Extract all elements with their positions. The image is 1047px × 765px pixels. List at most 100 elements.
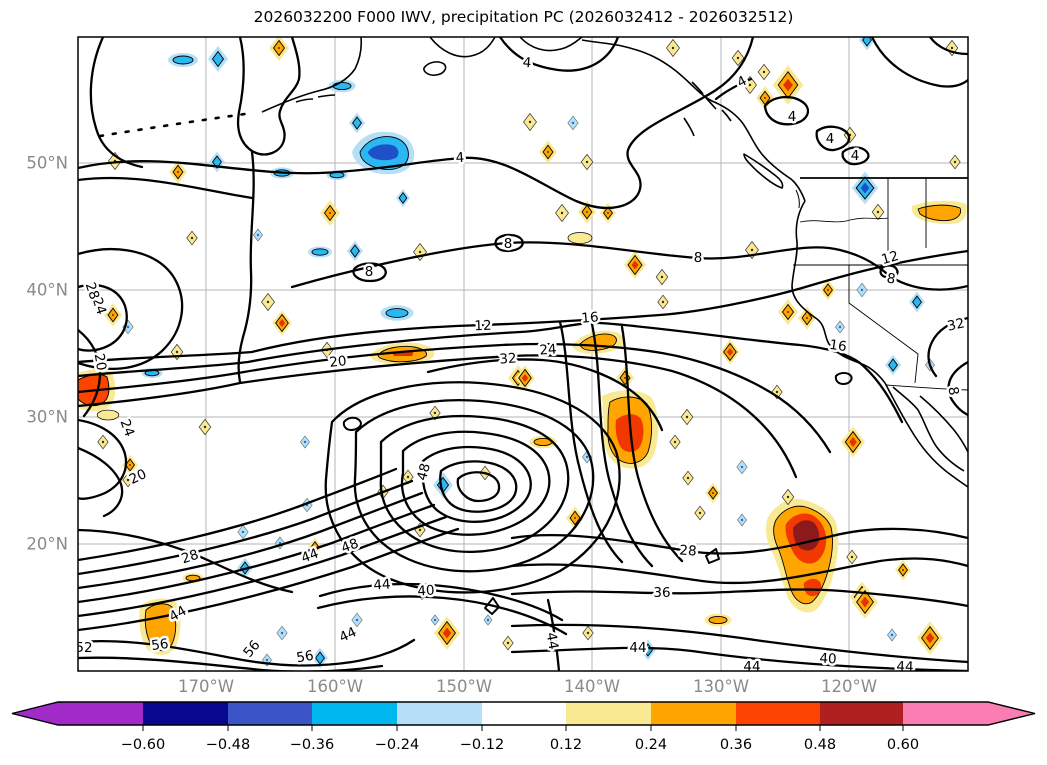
- anomaly-marker-o: [705, 482, 721, 504]
- anomaly-marker-b: [300, 435, 310, 449]
- iwv-contour: [763, 95, 810, 126]
- anomaly-marker-o: [778, 299, 798, 325]
- anomaly-marker-y: [682, 470, 694, 486]
- iwv-contour: [237, 150, 255, 384]
- contour-label: 4: [826, 131, 835, 147]
- anomaly-marker-b: [737, 513, 747, 527]
- colorbar-tick-label: −0.12: [460, 737, 504, 753]
- contour-label: 56: [150, 636, 169, 654]
- contour-label: 8: [885, 270, 896, 287]
- iwv-contour: [78, 283, 128, 352]
- colorbar: −0.60 −0.48 −0.36 −0.24 −0.12 0.12 0.24 0.36 0.4…: [11, 701, 1036, 753]
- anomaly-patch: [352, 131, 415, 175]
- anomaly-marker-c: [347, 240, 363, 262]
- anomaly-marker-y: [669, 434, 681, 450]
- iwv-contour: [78, 527, 460, 632]
- contour-label: 44: [373, 576, 391, 593]
- contour-label: 16: [828, 337, 847, 355]
- y-axis-tick-label: 30°N: [26, 408, 68, 427]
- contour-label: 12: [474, 318, 492, 335]
- anomaly-patch: [572, 330, 624, 354]
- iwv-contour: [510, 557, 968, 585]
- anomaly-marker-c: [208, 46, 228, 72]
- anomaly-marker-y: [186, 230, 198, 246]
- anomaly-marker-o: [566, 506, 584, 530]
- coastline: [919, 395, 968, 453]
- anomaly-marker-b: [483, 614, 493, 626]
- iwv-contour: [316, 595, 568, 636]
- anomaly-marker-o: [578, 200, 596, 224]
- iwv-contour: [78, 342, 832, 454]
- iwv-contour: [78, 176, 254, 200]
- anomaly-marker-r: [772, 65, 804, 105]
- colorbar-segment: [820, 702, 903, 725]
- anomaly-marker-c: [349, 112, 365, 134]
- iwv-contour: [494, 233, 524, 253]
- anomaly-marker-r: [515, 365, 535, 391]
- iwv-contour: [927, 316, 968, 378]
- iwv-contour: [78, 638, 416, 667]
- iwv-contour: [318, 582, 564, 622]
- iwv-contour: [352, 262, 387, 283]
- anomaly-marker-o: [600, 202, 616, 224]
- iwv-contour: [928, 37, 968, 56]
- y-axis-tick-label: 50°N: [26, 154, 68, 173]
- colorbar-tick-label: −0.36: [290, 737, 334, 753]
- x-axis-tick-label: 170°W: [178, 677, 234, 696]
- anomaly-marker-b: [835, 320, 845, 334]
- anomaly-marker-cp: [380, 305, 414, 321]
- coastline: [691, 81, 704, 95]
- coastlines-borders: [98, 37, 968, 488]
- coastline: [423, 61, 447, 76]
- iwv-contour: [870, 37, 968, 88]
- contour-label: 8: [693, 250, 702, 266]
- iwv-contour: [714, 77, 753, 101]
- iwv-contour: [236, 37, 301, 156]
- coastline: [317, 94, 336, 98]
- anomaly-marker-b: [430, 614, 440, 626]
- contour-label: 40: [819, 651, 837, 668]
- iwv-contour: [78, 515, 448, 618]
- x-axis-tick-label: 130°W: [693, 677, 749, 696]
- iwv-contour: [89, 37, 144, 169]
- colorbar-segment: [566, 702, 651, 725]
- colorbar-tick-label: 0.60: [887, 737, 919, 753]
- iwv-contour: [78, 249, 968, 364]
- anomaly-marker-cp: [168, 53, 198, 67]
- anomaly-marker-b: [567, 115, 579, 131]
- iwv-contours: [78, 37, 968, 671]
- contour-label: 24: [539, 341, 557, 358]
- contour-label: 8: [504, 236, 513, 252]
- iwv-contour: [484, 597, 500, 615]
- colorbar-segment: [228, 702, 312, 725]
- iwv-contour: [78, 37, 755, 209]
- anomaly-marker-cp: [328, 79, 356, 93]
- anomaly-marker-y: [655, 268, 669, 286]
- anomaly-marker-o: [122, 454, 138, 476]
- colorbar-segment: [482, 702, 566, 725]
- x-axis-tick-label: 150°W: [436, 677, 492, 696]
- iwv-contour: [456, 471, 501, 503]
- anomaly-patch: [911, 200, 967, 225]
- iwv-contour: [379, 414, 570, 553]
- contour-label: 52: [75, 640, 92, 656]
- anomaly-marker-y: [781, 488, 795, 506]
- anomaly-marker-y: [731, 49, 745, 67]
- colorbar-segment: [58, 702, 143, 725]
- iwv-contour: [510, 623, 968, 664]
- y-axis-tick-label: 20°N: [26, 535, 68, 554]
- political-border: [848, 265, 919, 384]
- colorbar-segment: [143, 702, 228, 725]
- contour-label: 32: [946, 315, 966, 334]
- x-axis-tick-label: 140°W: [564, 677, 620, 696]
- anomaly-marker-o: [756, 86, 774, 110]
- colorbar-segment: [651, 702, 736, 725]
- political-border: [799, 217, 889, 223]
- coastline: [261, 37, 363, 113]
- anomaly-marker-o: [539, 140, 557, 164]
- iwv-contour: [841, 146, 870, 166]
- anomaly-marker-o: [320, 200, 340, 226]
- anomaly-marker-c: [885, 354, 901, 376]
- iwv-contour: [78, 467, 398, 562]
- y-axis-tick-label: 40°N: [26, 281, 68, 300]
